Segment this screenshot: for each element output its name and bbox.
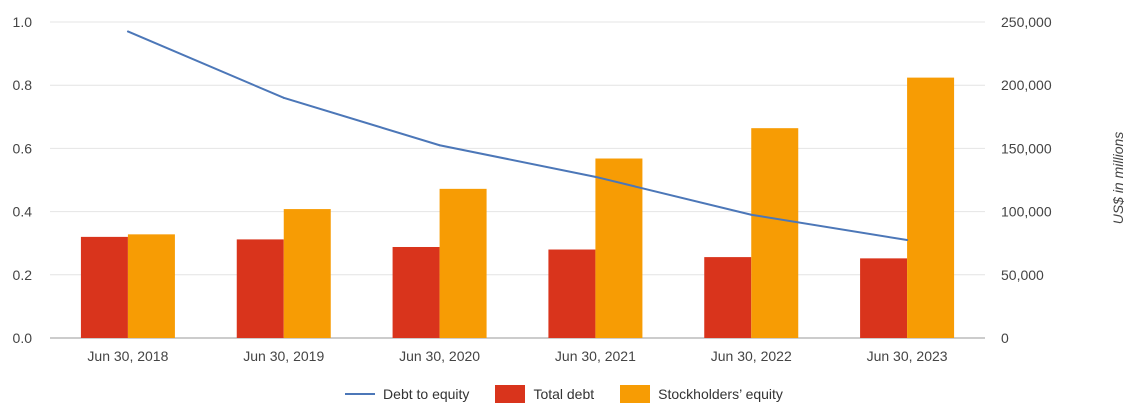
left-tick-label: 0.0 [13,330,33,346]
bar-series [80,77,955,338]
legend-line-swatch [345,393,376,395]
stockholders-equity-bar [907,77,955,338]
legend: Debt to equity Total debt Stockholders’ … [0,385,1128,403]
right-tick-label: 0 [1001,330,1009,346]
x-tick-label: Jun 30, 2021 [555,348,636,364]
right-tick-label: 250,000 [1001,14,1052,30]
line-series [126,30,909,242]
left-tick-label: 0.6 [13,140,33,156]
total-debt-bar [392,246,440,338]
right-tick-label: 100,000 [1001,204,1052,220]
stockholders-equity-bar [439,188,487,338]
debt-to-equity-point [750,213,753,216]
debt-to-equity-point [594,175,597,178]
x-tick-label: Jun 30, 2018 [87,348,168,364]
legend-item-debt-to-equity: Debt to equity [345,386,469,402]
left-tick-label: 0.4 [13,204,33,220]
total-debt-bar [548,249,596,338]
legend-item-stockholders-equity: Stockholders’ equity [620,385,783,403]
stockholders-equity-bar [283,209,331,338]
left-tick-label: 0.2 [13,267,33,283]
legend-label-debt-to-equity: Debt to equity [383,386,470,402]
right-tick-label: 150,000 [1001,140,1052,156]
stockholders-equity-bar [127,234,175,338]
x-tick-label: Jun 30, 2022 [711,348,792,364]
debt-to-equity-point [438,144,441,147]
right-axis-title: US$ in millions [1110,132,1126,225]
stockholders-equity-bar [595,158,643,338]
legend-equity-swatch [620,385,651,403]
debt-to-equity-point [906,239,909,242]
debt-to-equity-point [126,30,129,33]
debt-to-equity-point [282,96,285,99]
left-tick-label: 1.0 [13,14,33,30]
legend-label-stockholders-equity: Stockholders’ equity [658,386,783,402]
debt-to-equity-line [127,30,908,242]
total-debt-bar [704,257,752,338]
axis-ticks: 0.0 0 0.2 50,000 0.4 100,000 0.6 150,000 0.8 200,… [13,14,1052,364]
legend-debt-swatch [495,385,526,403]
legend-label-total-debt: Total debt [533,386,595,402]
total-debt-bar [236,239,284,338]
x-tick-label: Jun 30, 2019 [243,348,324,364]
legend-item-total-debt: Total debt [495,385,594,403]
chart-area: 0.0 0 0.2 50,000 0.4 100,000 0.6 150,000 0.8 200,… [13,14,1126,364]
right-tick-label: 50,000 [1001,267,1044,283]
right-tick-label: 200,000 [1001,77,1052,93]
gridlines [50,21,985,339]
left-tick-label: 0.8 [13,77,33,93]
x-tick-label: Jun 30, 2020 [399,348,480,364]
x-tick-label: Jun 30, 2023 [867,348,948,364]
total-debt-bar [860,258,908,338]
stockholders-equity-bar [751,128,799,338]
total-debt-bar [80,236,128,338]
